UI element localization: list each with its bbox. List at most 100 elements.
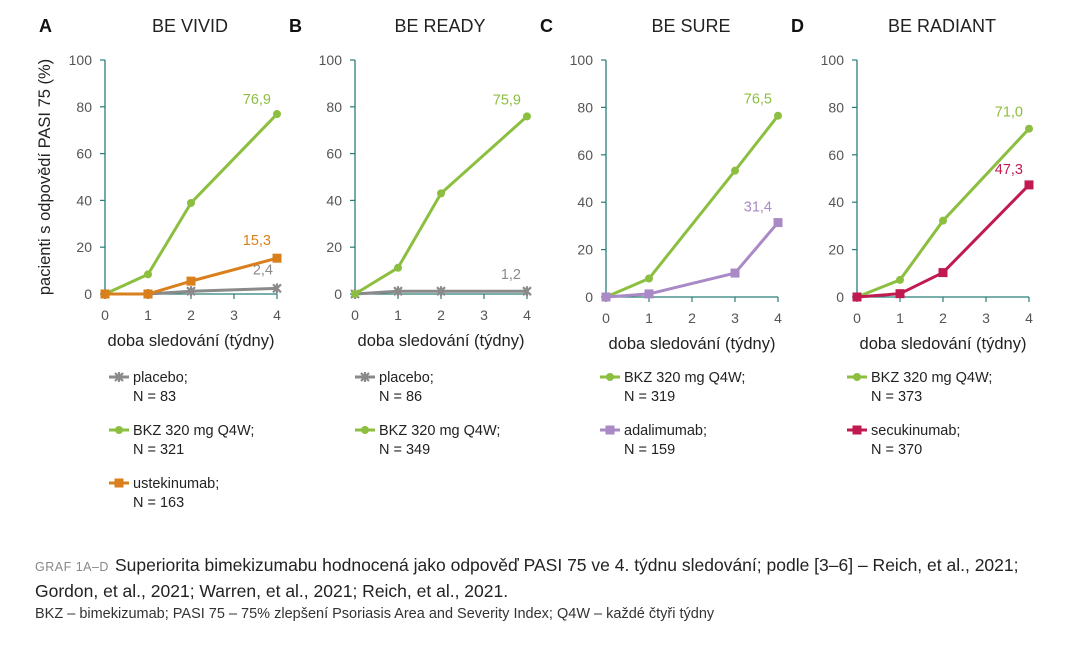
panel-a-series-ustekinumab-point [186, 276, 196, 286]
panel-d-legend-secukinumab-swatch-marker [852, 425, 862, 435]
panel-a-series-ustekinumab-point [100, 289, 110, 299]
panel-d-series-secukinumab-line [856, 183, 1031, 299]
panel-b-y-tick-label: 0 [334, 286, 342, 302]
panel-b-x-tick-label: 2 [437, 307, 445, 323]
panel-b-legend-bkz-320-mg-q4w-n: N = 349 [379, 442, 430, 458]
panel-c-series-bkz-320-mg-q4w-point [774, 111, 782, 120]
panel-d-series-secukinumab-point [1024, 180, 1034, 190]
caption-tag: GRAF 1A–D [35, 560, 109, 574]
panel-a-series-placebo-point [186, 286, 196, 297]
caption-text: Superiorita bimekizumabu hodnocená jako … [35, 555, 1019, 601]
panel-c-x-tick-label: 3 [731, 310, 739, 326]
abbreviations-note: BKZ – bimekizumab; PASI 75 – 75% zlepšen… [35, 606, 715, 622]
panel-d-y-tick-label: 80 [828, 99, 844, 115]
panel-b-legend-placebo-label: placebo; [379, 370, 434, 386]
panel-d-legend-bkz-320-mg-q4w-n: N = 373 [871, 389, 922, 405]
panel-c-series-adalimumab-line [605, 221, 780, 299]
panel-d-x-tick-label: 1 [896, 310, 904, 326]
panel-d-series-secukinumab-data-label: 47,3 [995, 162, 1023, 178]
panel-a-y-tick-label: 20 [76, 239, 92, 255]
panel-c-x-axis-label: doba sledování (týdny) [609, 335, 776, 353]
panel-c-legend-bkz-320-mg-q4w-swatch-marker [606, 373, 614, 381]
panel-c-series-adalimumab-data-label: 31,4 [744, 200, 772, 216]
panel-a-x-tick-label: 1 [144, 307, 152, 323]
panel-a-series-bkz-320-mg-q4w-line [104, 113, 279, 296]
figure-caption: GRAF 1A–D Superiorita bimekizumabu hodnoc… [35, 553, 1075, 603]
panel-d-series-bkz-320-mg-q4w-point [1025, 124, 1033, 133]
panel-b-series-placebo-point [436, 286, 446, 297]
panel-d-y-tick-label: 20 [828, 242, 844, 258]
panel-a-series-placebo-point [272, 283, 282, 294]
panel-b-series-placebo-point [522, 286, 532, 297]
panel-b-series-placebo-point [393, 286, 403, 297]
panel-c-series-adalimumab-point [730, 268, 740, 278]
panel-a-y-tick-label: 100 [69, 52, 93, 68]
panel-b-legend-placebo-swatch-marker [360, 372, 370, 382]
panel-a-legend-bkz-320-mg-q4w-swatch-marker [115, 426, 123, 434]
panel-b-series-bkz-320-mg-q4w-point [351, 290, 359, 298]
panel-b-y-tick-label: 60 [326, 146, 342, 162]
panel-d-y-tick-label: 0 [836, 289, 844, 305]
panel-a-legend-ustekinumab-swatch-marker [114, 478, 124, 488]
panel-d-series-bkz-320-mg-q4w-line [856, 127, 1031, 299]
panel-c-legend-adalimumab-n: N = 159 [624, 442, 675, 458]
panel-d-x-tick-label: 4 [1025, 310, 1033, 326]
panel-b-y-tick-label: 40 [326, 192, 342, 208]
panel-d-legend-secukinumab-label: secukinumab; [871, 423, 960, 439]
panel-a-letter: A [39, 16, 52, 36]
panel-c-y-tick-label: 0 [585, 289, 593, 305]
panel-a-legend-placebo-n: N = 83 [133, 389, 176, 405]
panel-b-x-tick-label: 0 [351, 307, 359, 323]
panel-b-x-tick-label: 1 [394, 307, 402, 323]
panel-c-x-tick-label: 0 [602, 310, 610, 326]
panel-a-legend-bkz-320-mg-q4w-n: N = 321 [133, 442, 184, 458]
panel-a-y-tick-label: 40 [76, 192, 92, 208]
panel-b-legend-bkz-320-mg-q4w-label: BKZ 320 mg Q4W; [379, 423, 500, 439]
panel-a-legend-bkz-320-mg-q4w-label: BKZ 320 mg Q4W; [133, 423, 254, 439]
panel-b-legend-placebo-n: N = 86 [379, 389, 422, 405]
panel-b-series-bkz-320-mg-q4w-data-label: 75,9 [493, 92, 521, 108]
panel-a-series-ustekinumab-point [272, 253, 282, 263]
panel-d-y-tick-label: 40 [828, 194, 844, 210]
panel-a-y-tick-label: 0 [84, 286, 92, 302]
panel-b-series-placebo-line [354, 289, 527, 296]
panel-c-x-tick-label: 4 [774, 310, 782, 326]
panel-d-x-tick-label: 0 [853, 310, 861, 326]
panel-c-y-tick-label: 80 [577, 99, 593, 115]
panel-b-y-tick-label: 100 [319, 52, 343, 68]
panel-c-legend-bkz-320-mg-q4w-label: BKZ 320 mg Q4W; [624, 370, 745, 386]
panel-b-x-axis-label: doba sledování (týdny) [358, 332, 525, 350]
panel-d-series-secukinumab-point [895, 289, 905, 299]
panel-d-series-secukinumab-point [938, 268, 948, 278]
panel-c-y-tick-label: 100 [570, 52, 594, 68]
panel-a-legend-ustekinumab-n: N = 163 [133, 495, 184, 511]
panel-d-x-axis-label: doba sledování (týdny) [860, 335, 1027, 353]
panel-d-letter: D [791, 16, 804, 36]
panel-b-legend-bkz-320-mg-q4w-swatch-marker [361, 426, 369, 434]
panel-b-title: BE READY [394, 16, 485, 36]
panel-a-y-tick-label: 80 [76, 99, 92, 115]
panel-d-series-bkz-320-mg-q4w-point [896, 275, 904, 284]
panel-c-series-adalimumab-point [644, 289, 654, 299]
panel-c-y-tick-label: 40 [577, 194, 593, 210]
panel-a-series-ustekinumab-data-label: 15,3 [243, 233, 271, 249]
panel-b-series-bkz-320-mg-q4w-line [354, 115, 529, 296]
panel-a-series-ustekinumab-point [143, 289, 153, 299]
panel-c-title: BE SURE [651, 16, 730, 36]
panel-b-series-bkz-320-mg-q4w-point [523, 112, 531, 121]
panel-a-legend-placebo-swatch-marker [114, 372, 124, 382]
panel-b-y-tick-label: 20 [326, 239, 342, 255]
panel-a-series-bkz-320-mg-q4w-point [144, 270, 152, 279]
panel-a-y-axis-label: pacienti s odpovědí PASI 75 (%) [36, 59, 54, 295]
panel-b-x-tick-label: 4 [523, 307, 531, 323]
panel-c-series-bkz-320-mg-q4w-line [605, 114, 780, 299]
panel-d-series-secukinumab-point [852, 292, 862, 302]
panel-d-x-tick-label: 3 [982, 310, 990, 326]
panel-d-legend-bkz-320-mg-q4w-label: BKZ 320 mg Q4W; [871, 370, 992, 386]
panel-b-letter: B [289, 16, 302, 36]
panel-a-title: BE VIVID [152, 16, 228, 36]
panel-d-title: BE RADIANT [888, 16, 996, 36]
panel-a-series-bkz-320-mg-q4w-point [187, 198, 195, 207]
panel-c-y-tick-label: 20 [577, 242, 593, 258]
